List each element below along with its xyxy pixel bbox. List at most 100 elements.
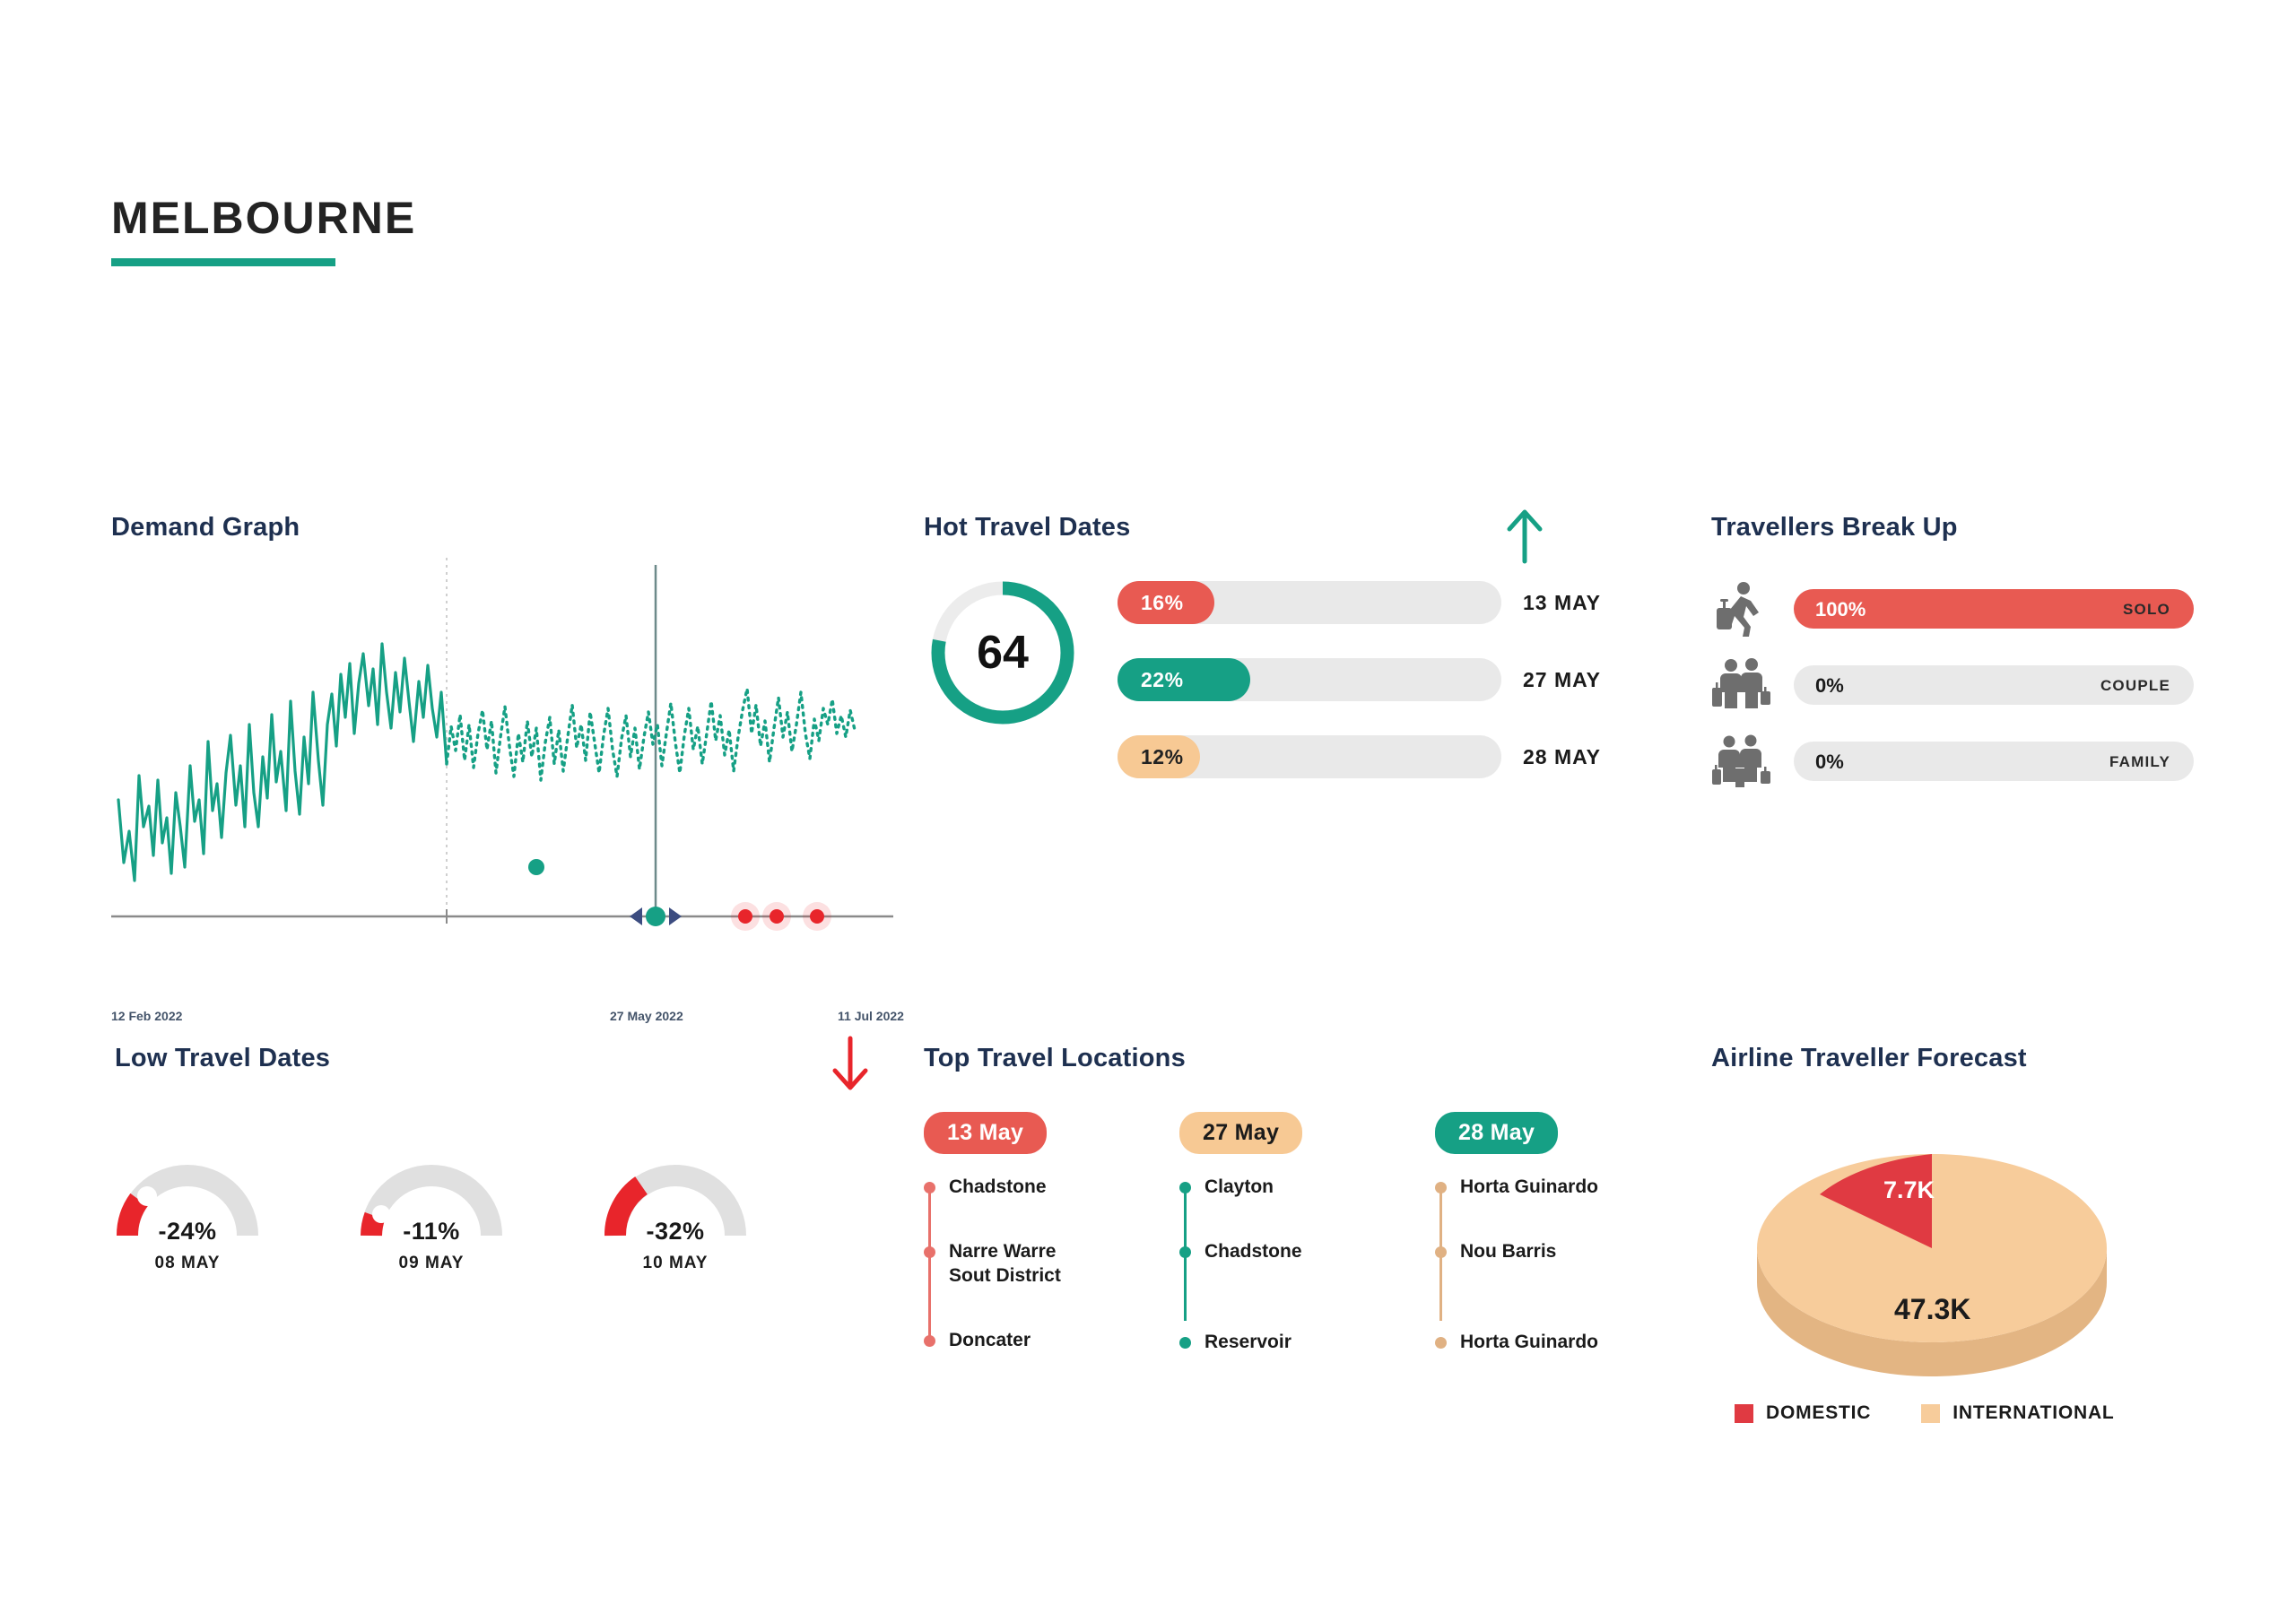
location-name: Horta Guinardo bbox=[1460, 1331, 1599, 1352]
location-name: Chadstone bbox=[1205, 1241, 1302, 1263]
top-travel-locations-panel: Top Travel Locations 13 May Chadstone Na… bbox=[924, 1044, 1641, 1420]
low-travel-gauge: -32% 10 MAY bbox=[603, 1153, 748, 1273]
couple-traveller-icon bbox=[1711, 657, 1770, 713]
family-traveller-icon bbox=[1711, 733, 1770, 789]
bar-fill: 22% bbox=[1118, 658, 1250, 701]
location-name: Reservoir bbox=[1205, 1331, 1292, 1352]
location-date-pill[interactable]: 28 May bbox=[1435, 1112, 1559, 1154]
bar-date-label: 13 MAY bbox=[1523, 591, 1601, 614]
low-travel-dates-title: Low Travel Dates bbox=[115, 1044, 331, 1072]
page-header: MELBOURNE bbox=[111, 195, 416, 266]
bar-fill: 16% bbox=[1118, 581, 1214, 624]
location-date-pill[interactable]: 13 May bbox=[924, 1112, 1048, 1154]
location-dot bbox=[1179, 1336, 1191, 1349]
list-item[interactable]: Reservoir bbox=[1179, 1331, 1330, 1354]
traveller-percent-label: 0% bbox=[1815, 751, 1844, 773]
list-item[interactable]: Chadstone bbox=[1179, 1240, 1330, 1263]
location-dot bbox=[1435, 1182, 1447, 1193]
scrub-right-arrow-icon bbox=[669, 907, 682, 925]
location-column: 27 May Clayton Chadstone Reservoir bbox=[1179, 1112, 1330, 1354]
hot-travel-bars: 16% 13 MAY 22% 27 MAY 12% 28 MAY bbox=[1118, 581, 1602, 812]
hot-score-value: 64 bbox=[977, 627, 1029, 679]
list-item[interactable]: Nou Barris bbox=[1435, 1240, 1632, 1263]
legend-label-international: INTERNATIONAL bbox=[1952, 1402, 2115, 1423]
demand-graph-chart: 12 Feb 2022 27 May 2022 11 Jul 2022 bbox=[111, 558, 904, 1023]
location-dot bbox=[924, 1246, 935, 1259]
location-connector-line bbox=[928, 1185, 931, 1342]
airline-forecast-legend: DOMESTIC INTERNATIONAL bbox=[1735, 1402, 2165, 1424]
travellers-break-up-title: Travellers Break Up bbox=[1711, 513, 1958, 542]
low-travel-gauges: -24% 08 MAY -11% 09 MAY -32% bbox=[115, 1153, 847, 1273]
legend-label-domestic: DOMESTIC bbox=[1766, 1402, 1872, 1423]
low-travel-gauge-date: 10 MAY bbox=[642, 1254, 709, 1272]
scrub-left-arrow-icon bbox=[630, 907, 642, 925]
hot-travel-dates-panel: Hot Travel Dates 64 16% 13 MAY bbox=[924, 509, 1605, 872]
legend-swatch-domestic bbox=[1735, 1403, 1753, 1423]
location-column: 28 May Horta Guinardo Nou Barris Horta G… bbox=[1435, 1112, 1632, 1354]
traveller-type-label: SOLO bbox=[2123, 601, 2170, 618]
list-item[interactable]: Horta Guinardo bbox=[1435, 1331, 1632, 1354]
location-list: Clayton Chadstone Reservoir bbox=[1179, 1176, 1330, 1354]
location-name: Clayton bbox=[1205, 1176, 1274, 1197]
event-marker-1 bbox=[738, 909, 752, 924]
traveller-bar-fill bbox=[1794, 589, 2194, 629]
demand-highlight-point bbox=[528, 859, 544, 875]
list-item[interactable]: Horta Guinardo bbox=[1435, 1176, 1632, 1199]
traveller-bar-track: 100% SOLO bbox=[1794, 589, 2194, 629]
solo-traveller-icon bbox=[1711, 581, 1770, 637]
location-date-pill[interactable]: 27 May bbox=[1179, 1112, 1303, 1154]
page-title: MELBOURNE bbox=[111, 193, 417, 243]
traveller-row: 100% SOLO bbox=[1711, 581, 2213, 637]
bar-date-label: 27 MAY bbox=[1523, 668, 1601, 691]
hot-score-donut: 64 bbox=[927, 577, 1078, 733]
demand-axis-label-start: 12 Feb 2022 bbox=[111, 1009, 183, 1023]
pie-domestic-value-label: 7.7K bbox=[1883, 1176, 1935, 1203]
low-travel-gauge-value: -32% bbox=[646, 1218, 705, 1245]
demand-forecast-line bbox=[445, 687, 857, 782]
airline-traveller-forecast-panel: Airline Traveller Forecast 7.7K 47.3K DO… bbox=[1711, 1044, 2249, 1474]
bar-percent-label: 12% bbox=[1141, 744, 1184, 768]
traveller-row: 0% COUPLE bbox=[1711, 657, 2213, 713]
traveller-bar-track: 0% COUPLE bbox=[1794, 665, 2194, 705]
bar-fill: 12% bbox=[1118, 735, 1200, 778]
location-dot bbox=[1179, 1246, 1191, 1259]
list-item[interactable]: Clayton bbox=[1179, 1176, 1330, 1199]
arrow-down-icon bbox=[829, 1035, 872, 1098]
hot-score-donut-arc bbox=[931, 581, 1074, 725]
current-date-handle bbox=[646, 907, 665, 926]
demand-history-line bbox=[117, 642, 448, 882]
low-travel-gauge-value: -11% bbox=[403, 1218, 460, 1245]
hot-travel-dates-title: Hot Travel Dates bbox=[924, 513, 1131, 542]
bar-percent-label: 16% bbox=[1141, 590, 1184, 614]
list-item[interactable]: Narre Warre Sout District bbox=[924, 1240, 1074, 1288]
location-dot bbox=[1179, 1182, 1191, 1193]
top-travel-location-columns: 13 May Chadstone Narre Warre Sout Distri… bbox=[924, 1112, 1632, 1354]
demand-axis-label-end: 11 Jul 2022 bbox=[838, 1009, 904, 1023]
bar-percent-label: 22% bbox=[1141, 667, 1184, 691]
demand-axis-label-mid: 27 May 2022 bbox=[610, 1009, 683, 1023]
pie-international-value-label: 47.3K bbox=[1894, 1293, 1971, 1325]
location-dot bbox=[1435, 1246, 1447, 1259]
top-travel-locations-title: Top Travel Locations bbox=[924, 1044, 1186, 1072]
location-name: Chadstone bbox=[949, 1176, 1047, 1197]
location-dot bbox=[1435, 1336, 1447, 1349]
list-item[interactable]: Chadstone bbox=[924, 1176, 1074, 1199]
legend-item-domestic: DOMESTIC bbox=[1735, 1402, 1871, 1424]
location-list: Horta Guinardo Nou Barris Horta Guinardo bbox=[1435, 1176, 1632, 1354]
travellers-rows: 100% SOLO bbox=[1711, 581, 2213, 810]
location-name: Doncater bbox=[949, 1329, 1031, 1350]
airline-forecast-pie-chart: 7.7K 47.3K bbox=[1744, 1089, 2120, 1389]
hot-travel-bar-row: 16% 13 MAY bbox=[1118, 581, 1602, 624]
traveller-row: 0% FAMILY bbox=[1711, 733, 2213, 789]
demand-graph-panel: Demand Graph bbox=[111, 513, 904, 1023]
low-travel-gauge-date: 09 MAY bbox=[398, 1254, 465, 1272]
location-name: Nou Barris bbox=[1460, 1241, 1557, 1263]
event-marker-3 bbox=[810, 909, 824, 924]
hot-travel-bar-row: 22% 27 MAY bbox=[1118, 658, 1602, 701]
traveller-percent-label: 100% bbox=[1815, 598, 1866, 621]
demand-graph-title: Demand Graph bbox=[111, 513, 300, 542]
list-item[interactable]: Doncater bbox=[924, 1329, 1074, 1352]
low-travel-gauge-date: 08 MAY bbox=[154, 1254, 221, 1272]
traveller-type-label: FAMILY bbox=[2109, 753, 2170, 770]
